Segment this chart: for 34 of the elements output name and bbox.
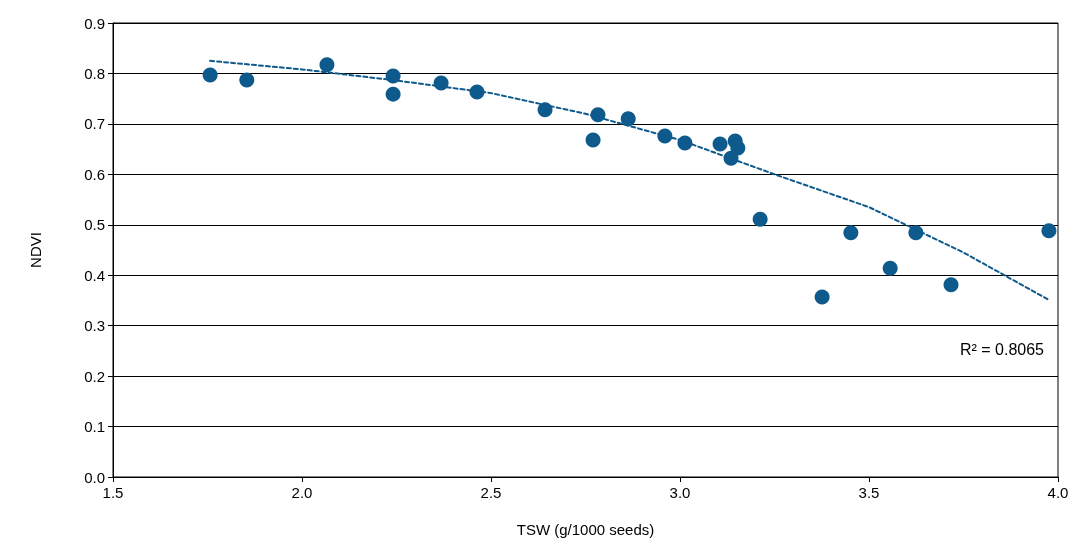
point bbox=[752, 211, 768, 227]
point bbox=[882, 260, 898, 276]
point bbox=[712, 136, 728, 152]
y-tick-label: 0.5 bbox=[84, 216, 105, 234]
y-tick-label: 0.1 bbox=[84, 418, 105, 436]
annotation: R² = 0.8065 bbox=[959, 340, 1045, 358]
point bbox=[1041, 223, 1057, 239]
x-axis-title: TSW (g/1000 seeds) bbox=[516, 521, 655, 538]
point bbox=[537, 102, 553, 118]
x-tick-label: 1.5 bbox=[102, 484, 124, 501]
x-tick-label: 2.0 bbox=[291, 484, 313, 501]
y-tick-label: 0.6 bbox=[84, 165, 105, 183]
x-tick-label: 2.5 bbox=[480, 484, 502, 501]
point bbox=[843, 225, 859, 241]
x-tick-label: 3.0 bbox=[669, 484, 691, 501]
point bbox=[239, 72, 255, 88]
point bbox=[385, 86, 401, 102]
x-tick-label: 3.5 bbox=[858, 484, 880, 501]
y-tick-label: 0.4 bbox=[84, 266, 105, 284]
y-tick-label: 0.8 bbox=[84, 64, 105, 82]
y-tick-label: 0.7 bbox=[84, 115, 105, 133]
point bbox=[620, 111, 636, 127]
point bbox=[319, 57, 335, 73]
x-tick-label: 4.0 bbox=[1047, 484, 1069, 501]
y-tick-label: 0.0 bbox=[84, 468, 105, 486]
y-tick-label: 0.9 bbox=[84, 14, 105, 32]
y-tick-label: 0.3 bbox=[84, 317, 105, 335]
point bbox=[585, 132, 601, 148]
y-tick-label: 0.2 bbox=[84, 367, 105, 385]
line-series bbox=[209, 59, 1050, 301]
point bbox=[814, 289, 830, 305]
point bbox=[202, 67, 218, 83]
point bbox=[943, 277, 959, 293]
y-axis-title: NDVI bbox=[27, 232, 44, 268]
